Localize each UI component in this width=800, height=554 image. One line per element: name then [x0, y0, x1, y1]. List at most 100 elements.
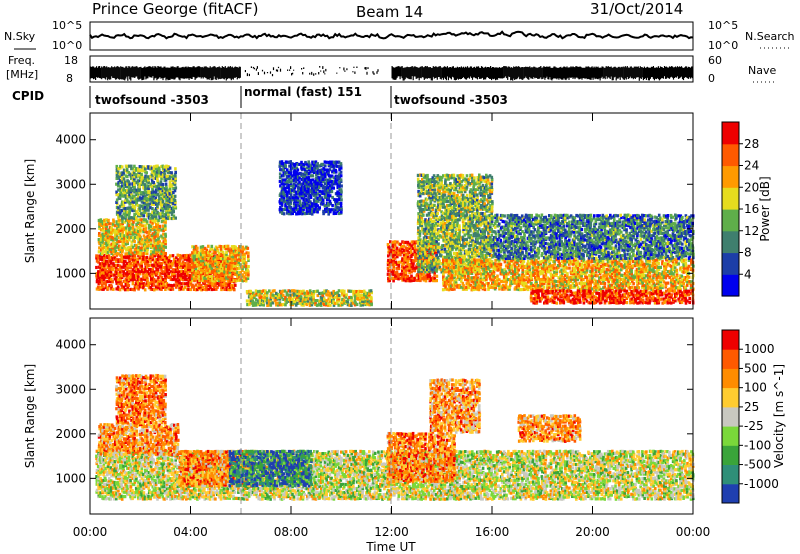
power-cell — [152, 264, 156, 268]
power-cell — [223, 256, 227, 260]
freq-sample — [530, 67, 532, 79]
power-cell — [214, 261, 217, 265]
power-cell — [125, 275, 129, 279]
power-cell — [142, 202, 146, 207]
power-cell — [97, 238, 101, 242]
power-cell — [234, 251, 237, 255]
freq-trace — [90, 66, 694, 81]
power-cell — [138, 277, 142, 282]
power-cell — [118, 180, 122, 185]
power-cell — [140, 218, 144, 222]
freq-sample — [680, 66, 683, 77]
power-cell — [194, 271, 198, 275]
power-cell — [245, 245, 248, 249]
power-cell — [282, 212, 286, 216]
power-cell — [146, 206, 149, 210]
power-cell — [432, 241, 436, 245]
freq-sample — [105, 67, 107, 80]
power-cell — [167, 262, 170, 266]
power-cell — [170, 202, 174, 206]
power-cell — [173, 189, 177, 193]
freq-sample — [499, 67, 501, 79]
power-cell — [101, 238, 105, 242]
power-cell — [142, 275, 145, 279]
power-cell — [104, 286, 107, 290]
power-cell — [296, 168, 300, 172]
power-cell — [227, 287, 230, 292]
power-cell — [268, 289, 271, 293]
power-cell — [135, 275, 138, 279]
power-cell — [145, 190, 148, 194]
power-cell — [209, 284, 212, 288]
power-cell — [140, 192, 143, 196]
power-cell — [127, 283, 131, 288]
freq-sample — [221, 66, 223, 79]
power-cell — [103, 276, 106, 280]
power-cell — [115, 240, 119, 244]
freq-sample — [525, 66, 527, 77]
power-cell — [205, 288, 208, 292]
freq-sample — [113, 67, 115, 78]
power-cell — [178, 284, 181, 288]
power-cell — [221, 252, 225, 256]
power-cell — [102, 269, 106, 274]
freq-sample — [106, 66, 108, 78]
power-cell — [262, 293, 266, 298]
power-cell — [219, 269, 223, 273]
power-cell — [156, 210, 159, 214]
power-cell — [205, 253, 209, 257]
power-cell — [199, 249, 203, 253]
power-cell — [155, 272, 158, 276]
power-cell — [120, 177, 124, 181]
power-cell — [324, 164, 327, 168]
power-cell — [155, 270, 158, 274]
power-cell — [267, 299, 271, 303]
power-cell — [163, 274, 167, 278]
power-cell — [108, 256, 111, 260]
power-cell — [149, 198, 152, 202]
freq-sample — [98, 66, 100, 78]
freq-sample — [162, 67, 164, 81]
power-cell — [117, 167, 120, 171]
power-cell — [178, 258, 182, 262]
power-cell — [185, 267, 188, 271]
power-cell — [178, 278, 182, 282]
power-cell — [138, 189, 141, 193]
power-cell — [194, 253, 197, 257]
power-cell — [154, 216, 158, 220]
power-cell — [167, 212, 170, 216]
power-cell — [196, 271, 200, 275]
power-cell — [198, 281, 201, 286]
power-cell — [142, 282, 146, 286]
power-cell — [125, 166, 129, 170]
cpid-label: CPID — [12, 89, 44, 103]
power-cell — [101, 232, 104, 236]
power-cell — [121, 238, 124, 242]
power-cell — [185, 282, 189, 286]
power-cell — [135, 244, 138, 248]
freq-sample — [450, 67, 452, 80]
power-cell — [145, 175, 149, 179]
power-cell — [192, 260, 196, 264]
power-cell — [151, 198, 154, 203]
power-cell — [147, 175, 150, 179]
power-cell — [189, 283, 192, 287]
power-cell — [115, 259, 118, 263]
freq-sample — [690, 67, 692, 79]
power-cell — [140, 165, 143, 169]
power-cell — [253, 303, 256, 307]
power-cell — [101, 243, 104, 248]
freq-sample — [246, 73, 248, 77]
freq-sample — [512, 68, 514, 81]
power-cell — [131, 260, 135, 264]
power-cell — [95, 274, 98, 278]
power-cell — [221, 282, 225, 286]
power-cell — [99, 240, 103, 244]
power-cell — [118, 273, 122, 277]
freq-sample — [205, 66, 207, 79]
freq-sample — [151, 67, 153, 78]
power-cell — [138, 285, 142, 289]
power-cell — [124, 191, 127, 195]
freq-sample — [224, 66, 226, 79]
power-cell — [115, 170, 119, 174]
